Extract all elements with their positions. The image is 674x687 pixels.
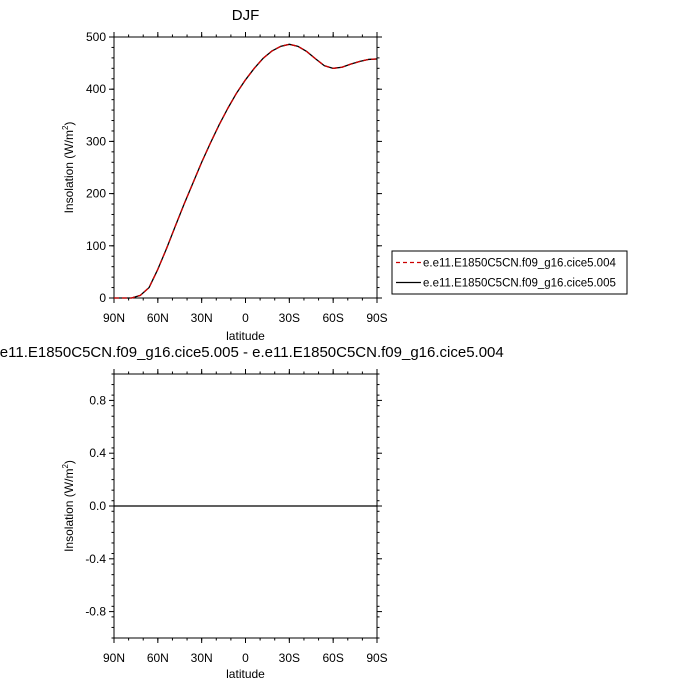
bottom-chart-title: e.e11.E1850C5CN.f09_g16.cice5.005 - e.e1… — [0, 344, 504, 361]
top-y-ticks: 0 100 200 300 400 500 — [86, 30, 382, 305]
legend: e.e11.E1850C5CN.f09_g16.cice5.004 e.e11.… — [391, 250, 628, 295]
top-y-axis-label-sup: 2 — [61, 125, 70, 130]
top-y-tick-label: 300 — [86, 134, 106, 148]
top-y-axis-label-close: ) — [62, 122, 76, 126]
legend-label-004: e.e11.E1850C5CN.f09_g16.cice5.004 — [423, 258, 616, 270]
bottom-x-tick-label: 30N — [191, 651, 213, 665]
top-plot-frame — [113, 36, 378, 299]
bottom-x-tick-label: 0 — [242, 651, 249, 665]
bottom-y-tick-label: -0.8 — [85, 605, 106, 619]
bottom-y-axis-label: Insolation (W/m2) — [61, 460, 76, 552]
bottom-y-tick-label: 0.0 — [89, 499, 106, 513]
top-chart-panel: DJF 0 100 200 300 400 500 90N 60N 30N 0 30S 60S 90S… — [61, 7, 628, 343]
top-series-line-0 — [114, 43, 378, 299]
top-series-line-1 — [114, 43, 378, 299]
top-y-tick-label: 100 — [86, 239, 106, 253]
bottom-x-tick-label: 60N — [147, 651, 169, 665]
legend-label-005: e.e11.E1850C5CN.f09_g16.cice5.005 — [423, 278, 616, 290]
bottom-y-ticks: -0.8 -0.4 0.0 0.4 0.8 — [85, 373, 382, 639]
top-x-tick-label: 90S — [366, 311, 387, 325]
bottom-y-axis-label-main: Insolation (W/m — [62, 469, 76, 552]
top-x-tick-label: 0 — [242, 311, 249, 325]
top-y-axis-label-main: Insolation (W/m — [62, 130, 76, 213]
top-y-axis-label: Insolation (W/m2) — [61, 122, 76, 214]
top-y-tick-label: 500 — [86, 30, 106, 44]
bottom-x-tick-label: 30S — [279, 651, 300, 665]
top-x-tick-label: 90N — [103, 311, 125, 325]
bottom-x-tick-label: 90S — [366, 651, 387, 665]
bottom-y-axis-label-close: ) — [62, 460, 76, 464]
top-x-tick-label: 60N — [147, 311, 169, 325]
bottom-x-tick-label: 90N — [103, 651, 125, 665]
top-x-tick-label: 30S — [279, 311, 300, 325]
bottom-y-tick-label: 0.4 — [89, 446, 106, 460]
top-series-lines — [114, 43, 378, 299]
bottom-y-axis-label-sup: 2 — [61, 464, 70, 469]
bottom-x-axis-label: latitude — [226, 667, 265, 681]
bottom-chart-panel: e.e11.E1850C5CN.f09_g16.cice5.005 - e.e1… — [0, 344, 504, 681]
top-x-axis-label: latitude — [226, 329, 265, 343]
bottom-x-ticks: 90N 60N 30N 0 30S 60S 90S — [103, 369, 388, 665]
top-x-tick-label: 30N — [191, 311, 213, 325]
top-x-ticks: 90N 60N 30N 0 30S 60S 90S — [103, 32, 388, 325]
top-y-tick-label: 0 — [99, 291, 106, 305]
bottom-y-tick-label: -0.4 — [85, 552, 106, 566]
top-x-tick-label: 60S — [322, 311, 343, 325]
top-chart-title: DJF — [232, 7, 260, 24]
top-y-tick-label: 400 — [86, 82, 106, 96]
bottom-y-tick-label: 0.8 — [89, 393, 106, 407]
legend-frame — [391, 250, 628, 295]
bottom-x-tick-label: 60S — [322, 651, 343, 665]
top-y-tick-label: 200 — [86, 187, 106, 201]
